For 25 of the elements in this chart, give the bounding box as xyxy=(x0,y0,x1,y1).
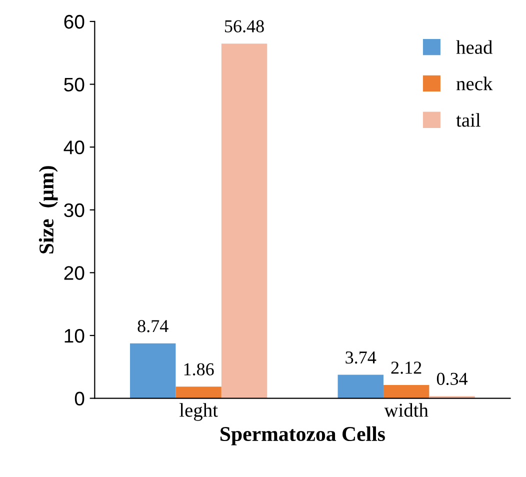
x-tick-label: leght xyxy=(180,403,218,421)
legend-label: neck xyxy=(456,76,493,90)
bar xyxy=(221,44,268,398)
x-axis-title: Spermatozoa Cells xyxy=(220,426,385,446)
legend-label: tail xyxy=(456,113,480,127)
data-label: 56.48 xyxy=(225,20,264,32)
bar xyxy=(130,343,176,398)
y-tick-label: 30 xyxy=(64,203,84,218)
data-label: 3.74 xyxy=(346,351,376,364)
bar xyxy=(383,384,430,398)
data-label: 1.86 xyxy=(184,363,214,376)
data-label: 8.74 xyxy=(138,320,168,332)
bar xyxy=(338,374,384,398)
y-tick-label: 50 xyxy=(64,78,84,92)
y-tick-label: 20 xyxy=(64,266,84,280)
data-label: 0.34 xyxy=(436,372,468,386)
y-axis-title: Size (μm) xyxy=(38,166,58,254)
y-tick-label: 60 xyxy=(64,14,84,29)
legend-label: head xyxy=(456,40,492,54)
data-label: 2.12 xyxy=(391,362,422,374)
bar xyxy=(176,386,222,398)
y-tick-label: 40 xyxy=(64,140,84,154)
x-tick-label: width xyxy=(384,403,428,417)
y-tick-label: 10 xyxy=(64,328,84,343)
y-tick-label: 0 xyxy=(74,392,84,406)
